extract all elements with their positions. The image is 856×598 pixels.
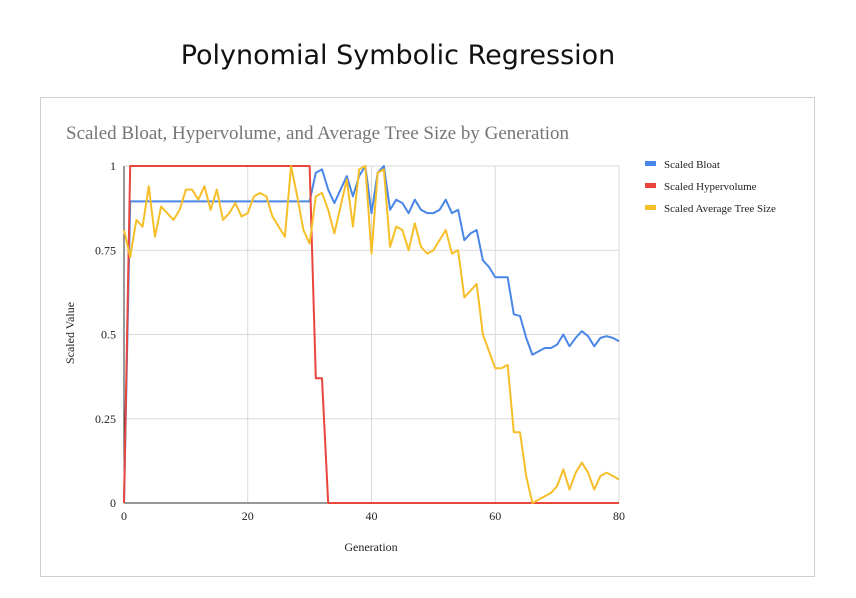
legend-swatch-scaled-average-tree-size	[645, 205, 656, 210]
x-tick-label: 40	[366, 509, 378, 523]
legend-swatch-scaled-hypervolume	[645, 183, 656, 188]
line-chart: Scaled Bloat, Hypervolume, and Average T…	[63, 123, 776, 554]
x-axis-label: Generation	[344, 540, 397, 554]
grid	[124, 165, 620, 503]
series-line-scaled-hypervolume	[123, 165, 619, 504]
x-tick-label: 0	[121, 509, 127, 523]
legend-label-scaled-average-tree-size: Scaled Average Tree Size	[664, 203, 776, 215]
y-tick-label: 0.5	[101, 328, 116, 342]
x-tick-label: 60	[489, 509, 501, 523]
series-group	[123, 165, 620, 504]
x-tick-label: 80	[613, 509, 625, 523]
x-tick-label: 20	[242, 509, 254, 523]
y-tick-label: 0	[110, 496, 116, 510]
series-line-scaled-average-tree-size	[123, 165, 620, 504]
legend[interactable]: Scaled Bloat Scaled Hypervolume Scaled Ave…	[645, 159, 776, 215]
legend-swatch-scaled-bloat	[645, 161, 656, 166]
series-line-scaled-bloat	[123, 165, 620, 504]
chart-title: Scaled Bloat, Hypervolume, and Average T…	[66, 123, 570, 144]
page-title: Polynomial Symbolic Regression	[180, 40, 616, 71]
y-tick-label: 0.25	[95, 412, 116, 426]
y-tick-label: 0.75	[95, 243, 116, 257]
legend-label-scaled-hypervolume: Scaled Hypervolume	[664, 181, 757, 193]
y-tick-label: 1	[110, 159, 116, 173]
legend-label-scaled-bloat: Scaled Bloat	[664, 159, 720, 171]
chart-frame: Scaled Bloat, Hypervolume, and Average T…	[40, 97, 815, 577]
y-axis-label: Scaled Value	[63, 302, 77, 364]
tick-labels: 0 0.25 0.5 0.75 1 0 20 40 60 80	[95, 159, 625, 523]
